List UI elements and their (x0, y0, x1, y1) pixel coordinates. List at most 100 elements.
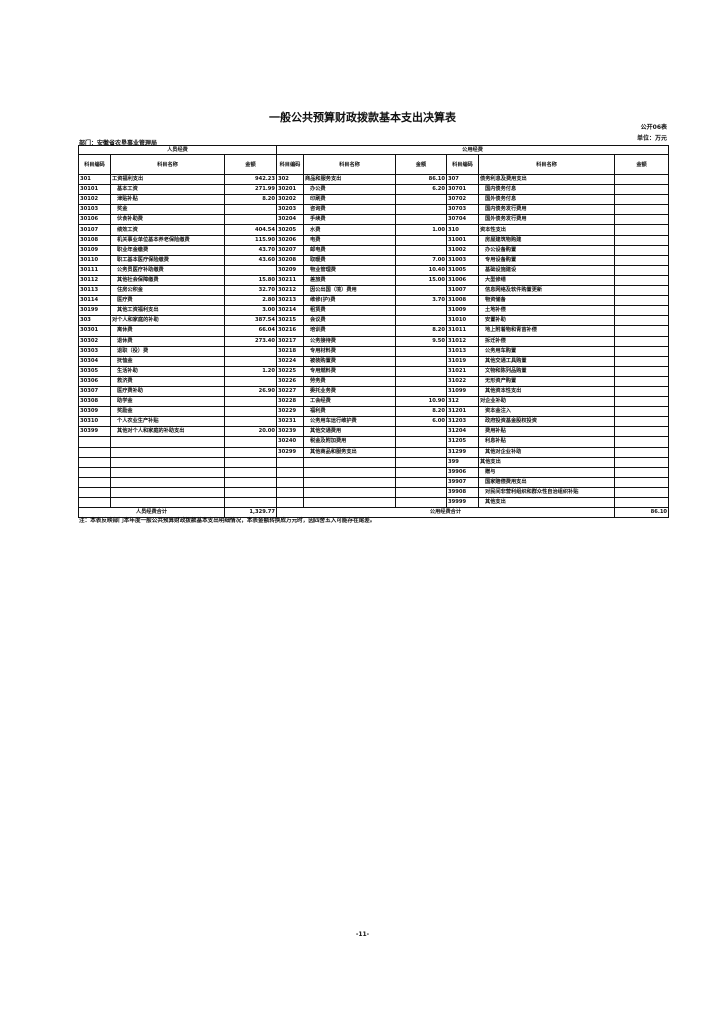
cell-name: 商品和服务支出 (303, 173, 396, 186)
cell-name: 公务接待费 (303, 335, 396, 347)
cell-name: 资本金注入 (478, 406, 615, 418)
cell-amount: 26.90 (224, 385, 277, 398)
cell-amount: 43.60 (224, 254, 277, 266)
cell-amount (224, 406, 277, 418)
table-row: 30112 其他社会保障缴费 15.80 30211 差旅费 15.00 31006 大型修缮 (78, 274, 670, 287)
cell-amount: 66.04 (224, 325, 277, 337)
cell-name: 伙食补助费 (110, 214, 225, 226)
cell-code: 31204 (446, 426, 479, 438)
cell-code (276, 476, 304, 488)
cell-name (303, 456, 396, 468)
cell-amount: 387.54 (224, 315, 277, 327)
cell-code: 30299 (276, 446, 304, 458)
cell-code: 31011 (446, 325, 479, 337)
cell-name: 其他对个人和家庭的补助支出 (110, 426, 225, 438)
cell-amount (395, 345, 447, 357)
cell-name: 生活补助 (110, 365, 225, 377)
cell-code: 302 (276, 173, 304, 186)
cell-name (303, 476, 396, 488)
cell-name: 国内债务付息 (478, 184, 615, 196)
cell-name: 基本工资 (110, 184, 225, 196)
cell-code: 31008 (446, 295, 479, 307)
cell-name: 赠与 (478, 466, 615, 478)
table-row: 30108 机关事业单位基本养老保险缴费 115.90 30206 电费 31001 房屋建… (78, 234, 670, 246)
header-amount: 金额 (224, 154, 277, 175)
cell-name: 国外债务付息 (478, 194, 615, 206)
cell-name: 咨询费 (303, 204, 396, 216)
cell-code: 39908 (446, 486, 479, 499)
cell-amount (395, 375, 447, 387)
cell-name: 地上附着物和青苗补偿 (478, 325, 615, 337)
cell-code: 31022 (446, 375, 479, 387)
cell-amount (613, 295, 670, 307)
cell-name: 公务员医疗补助缴费 (110, 264, 225, 276)
cell-name (303, 486, 396, 499)
cell-name: 对民间非营利组织和群众性自治组织补贴 (478, 486, 615, 499)
cell-code (78, 456, 111, 468)
table-row: 30307 医疗费补助 26.90 30227 委托业务费 31099 其他资本性支出 (78, 385, 670, 398)
header-name: 科目名称 (303, 154, 396, 175)
cell-name: 工会经费 (303, 396, 396, 408)
cell-code: 31299 (446, 446, 479, 458)
cell-name: 职业年金缴费 (110, 244, 225, 256)
cell-amount: 404.54 (224, 224, 277, 236)
cell-amount (613, 274, 670, 287)
cell-code: 30239 (276, 426, 304, 438)
public-total-amount: 86.10 (613, 507, 670, 519)
cell-code: 30303 (78, 345, 111, 357)
cell-code: 39906 (446, 466, 479, 478)
cell-code: 30207 (276, 244, 304, 256)
cell-code: 30111 (78, 264, 111, 276)
cell-code (78, 496, 111, 509)
cell-amount (395, 214, 447, 226)
cell-name: 福利费 (303, 406, 396, 418)
cell-amount (395, 194, 447, 206)
table-row: 399 其他支出 (78, 456, 670, 468)
cell-code (276, 486, 304, 499)
table-row: 30109 职业年金缴费 43.70 30207 邮电费 31002 办公设备购置 (78, 244, 670, 256)
cell-amount (224, 436, 277, 448)
cell-name: 费用补贴 (478, 426, 615, 438)
cell-code: 30214 (276, 305, 304, 317)
cell-code: 30218 (276, 345, 304, 357)
cell-code: 31006 (446, 274, 479, 287)
cell-code: 30212 (276, 285, 304, 297)
cell-name: 无形资产购置 (478, 375, 615, 387)
cell-amount (613, 466, 670, 478)
cell-amount (613, 496, 670, 509)
table-row: 30103 奖金 30203 咨询费 30703 国内债务发行费用 (78, 204, 670, 216)
cell-name: 土地补偿 (478, 305, 615, 317)
cell-amount: 43.70 (224, 244, 277, 256)
cell-amount (224, 476, 277, 488)
cell-name: 国家赔偿费用支出 (478, 476, 615, 488)
cell-code: 30106 (78, 214, 111, 226)
cell-name: 基础设施建设 (478, 264, 615, 276)
cell-name (303, 496, 396, 509)
cell-amount (613, 426, 670, 438)
cell-name: 公务用车购置 (478, 345, 615, 357)
cell-amount (613, 345, 670, 357)
cell-code (78, 466, 111, 478)
cell-amount (613, 436, 670, 448)
cell-code: 30113 (78, 285, 111, 297)
cell-name: 国内债务发行费用 (478, 204, 615, 216)
table-row: 30303 退职（役）费 30218 专用材料费 31013 公务用车购置 (78, 345, 670, 357)
totals-row: 人员经费合计 1,329.77 公用经费合计 86.10 (78, 507, 670, 519)
cell-name: 机关事业单位基本养老保险缴费 (110, 234, 225, 246)
cell-code: 310 (446, 224, 479, 236)
cell-name (110, 486, 225, 499)
cell-code: 31012 (446, 335, 479, 347)
cell-amount (613, 244, 670, 256)
cell-code: 30209 (276, 264, 304, 276)
cell-name: 其他社会保障缴费 (110, 274, 225, 287)
cell-amount (224, 396, 277, 408)
cell-amount: 10.40 (395, 264, 447, 276)
cell-name: 被装购置费 (303, 355, 396, 367)
cell-name: 取暖费 (303, 254, 396, 266)
cell-code: 30228 (276, 396, 304, 408)
cell-amount: 1.20 (224, 365, 277, 377)
cell-amount (613, 335, 670, 347)
cell-code: 30215 (276, 315, 304, 327)
table-row: 39906 赠与 (78, 466, 670, 478)
cell-code: 31010 (446, 315, 479, 327)
